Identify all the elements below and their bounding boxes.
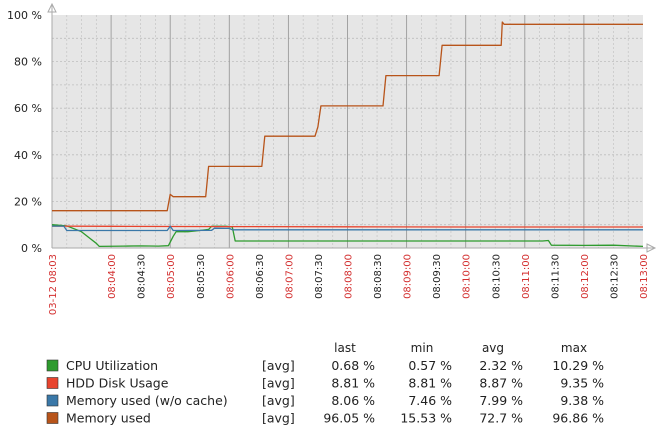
series-line xyxy=(51,224,644,248)
legend-value-max: 96.86 % xyxy=(552,411,604,426)
legend-function: [avg] xyxy=(262,376,295,391)
legend-value-last: 8.06 % xyxy=(331,393,375,408)
legend-swatch xyxy=(46,412,59,424)
legend-series-name: HDD Disk Usage xyxy=(66,376,169,391)
legend-value-avg: 2.32 % xyxy=(479,358,523,373)
legend-value-avg: 8.87 % xyxy=(479,376,523,391)
legend-value-avg: 7.99 % xyxy=(479,393,523,408)
y-tick-label: 100 % xyxy=(7,9,42,22)
legend: last min avg max CPU Utilization [avg] 0.68 % 0… xyxy=(46,341,604,426)
legend-value-min: 15.53 % xyxy=(400,411,452,426)
legend-value-last: 0.68 % xyxy=(331,358,375,373)
legend-series-name: Memory used xyxy=(66,411,151,426)
legend-swatch xyxy=(46,377,59,389)
x-tick-label: 08:06:30 xyxy=(255,254,266,299)
legend-value-max: 9.35 % xyxy=(560,376,604,391)
y-tick-label: 60 % xyxy=(14,102,42,115)
y-tick-label: 20 % xyxy=(14,195,42,208)
x-tick-label: 08:10:30 xyxy=(491,254,502,299)
x-tick-label: 08:05:30 xyxy=(196,254,207,299)
series-line xyxy=(52,21,643,212)
legend-header-min: min xyxy=(411,341,434,355)
y-tick-label: 80 % xyxy=(14,56,42,69)
y-axis-arrow-icon xyxy=(47,2,57,13)
x-tick-label: 08:04:30 xyxy=(137,254,148,299)
legend-series-name: CPU Utilization xyxy=(66,358,158,373)
x-axis-ticks: 03-12 08:03 08:04:00 08:04:30 08:05:00 08:05… xyxy=(48,254,650,315)
x-tick-label: 08:12:00 xyxy=(580,254,591,299)
grid-lines xyxy=(52,15,643,248)
x-tick-label: 03-12 08:03 xyxy=(48,254,59,315)
legend-value-avg: 72.7 % xyxy=(479,411,523,426)
y-tick-label: 0 % xyxy=(21,242,42,255)
legend-value-max: 10.29 % xyxy=(552,358,604,373)
x-axis-arrow-icon xyxy=(646,243,657,253)
legend-function: [avg] xyxy=(262,358,295,373)
legend-swatch xyxy=(46,394,59,407)
legend-function: [avg] xyxy=(262,393,295,408)
x-tick-label: 08:08:00 xyxy=(344,254,355,299)
x-tick-label: 08:08:30 xyxy=(373,254,384,299)
x-tick-label: 08:13:00 xyxy=(639,254,650,299)
x-tick-label: 08:06:00 xyxy=(225,254,236,299)
legend-value-min: 0.57 % xyxy=(408,358,452,373)
x-tick-label: 08:09:00 xyxy=(403,254,414,299)
y-tick-label: 40 % xyxy=(14,149,42,162)
x-tick-label: 08:10:00 xyxy=(462,254,473,299)
legend-header-avg: avg xyxy=(482,341,504,355)
legend-value-last: 8.81 % xyxy=(331,376,375,391)
legend-value-last: 96.05 % xyxy=(323,411,375,426)
series-line xyxy=(51,225,643,228)
legend-header-max: max xyxy=(561,341,587,355)
series-lines xyxy=(51,21,644,248)
legend-value-max: 9.38 % xyxy=(560,393,604,408)
legend-swatch xyxy=(46,359,59,372)
x-tick-label: 08:07:30 xyxy=(314,254,325,299)
legend-series-name: Memory used (w/o cache) xyxy=(66,393,228,408)
series-line xyxy=(52,225,643,232)
x-tick-label: 08:11:30 xyxy=(550,254,561,299)
x-tick-label: 08:09:30 xyxy=(432,254,443,299)
legend-value-min: 7.46 % xyxy=(408,393,452,408)
x-tick-label: 08:05:00 xyxy=(166,254,177,299)
axes xyxy=(47,2,657,253)
x-tick-label: 08:11:00 xyxy=(521,254,532,299)
y-axis-ticks: 0 % 20 % 40 % 60 % 80 % 100 % xyxy=(7,9,42,255)
x-tick-label: 08:12:30 xyxy=(609,254,620,299)
legend-function: [avg] xyxy=(262,411,295,426)
legend-header-last: last xyxy=(334,341,356,355)
x-tick-label: 08:04:00 xyxy=(107,254,118,299)
legend-value-min: 8.81 % xyxy=(408,376,452,391)
x-tick-label: 08:07:00 xyxy=(284,254,295,299)
